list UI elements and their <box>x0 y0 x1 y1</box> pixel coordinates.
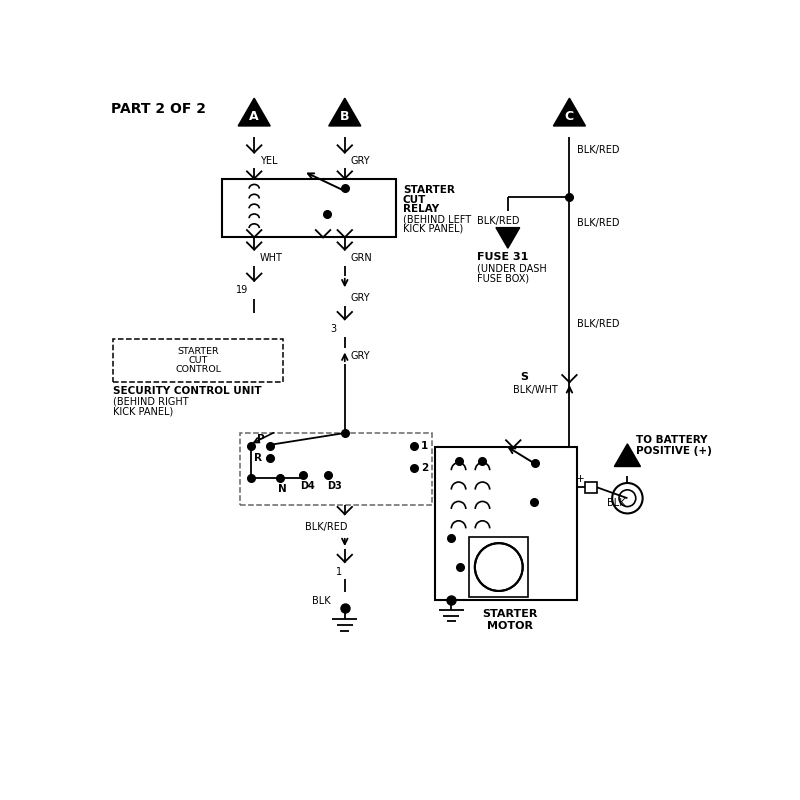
Text: GRY: GRY <box>350 156 370 166</box>
Text: BLK/RED: BLK/RED <box>478 216 520 226</box>
Text: C: C <box>565 110 574 123</box>
Polygon shape <box>329 98 361 126</box>
Text: SAFETY SWITCH: SAFETY SWITCH <box>439 456 534 466</box>
Text: FUSE 31: FUSE 31 <box>478 252 529 262</box>
Text: B: B <box>340 110 350 123</box>
Text: TO BATTERY: TO BATTERY <box>636 434 708 445</box>
Text: PART 2 OF 2: PART 2 OF 2 <box>110 102 206 116</box>
FancyBboxPatch shape <box>113 338 283 382</box>
Text: GRN: GRN <box>350 253 372 262</box>
Text: PARK NEUTRAL: PARK NEUTRAL <box>439 446 527 456</box>
Text: BLK: BLK <box>607 498 626 508</box>
Text: WHT: WHT <box>260 253 283 262</box>
Text: M: M <box>492 561 506 574</box>
Text: BLK/WHT: BLK/WHT <box>513 385 558 394</box>
Text: CUT: CUT <box>188 356 208 365</box>
Polygon shape <box>614 444 641 466</box>
Polygon shape <box>554 98 586 126</box>
Text: CUT: CUT <box>402 194 426 205</box>
Text: S: S <box>520 372 528 382</box>
Text: GRY: GRY <box>350 293 370 303</box>
Polygon shape <box>496 228 520 248</box>
Text: (UNDER DASH: (UNDER DASH <box>478 263 547 274</box>
Text: RELAY: RELAY <box>402 204 439 214</box>
Text: (AT BASE OF GEAR: (AT BASE OF GEAR <box>439 467 530 477</box>
Text: B+: B+ <box>570 474 585 484</box>
Text: easyautodiagnostics.com: easyautodiagnostics.com <box>305 486 515 503</box>
Text: MOTOR: MOTOR <box>486 621 533 630</box>
Text: P: P <box>257 434 265 444</box>
Bar <box>469 538 529 597</box>
Text: YEL: YEL <box>260 156 278 166</box>
Text: (BEHIND RIGHT: (BEHIND RIGHT <box>113 396 189 406</box>
Text: CONTROL: CONTROL <box>175 366 221 374</box>
Text: STARTER: STARTER <box>482 609 538 619</box>
Text: BLK: BLK <box>312 596 330 606</box>
Text: SELECTOR): SELECTOR) <box>439 478 494 487</box>
Text: A: A <box>250 110 259 123</box>
Text: KICK PANEL): KICK PANEL) <box>113 406 173 416</box>
Text: D3: D3 <box>326 481 342 491</box>
Text: (BEHIND LEFT: (BEHIND LEFT <box>402 214 471 224</box>
Text: BLK/RED: BLK/RED <box>577 319 619 330</box>
Text: R: R <box>254 454 262 463</box>
Text: BLK/RED: BLK/RED <box>577 146 619 155</box>
Text: GRY: GRY <box>350 351 370 361</box>
Text: BLK/RED: BLK/RED <box>305 522 347 532</box>
Text: BLK/RED: BLK/RED <box>577 218 619 228</box>
Text: KICK PANEL): KICK PANEL) <box>402 224 463 234</box>
Bar <box>222 179 395 238</box>
Text: STARTER: STARTER <box>402 186 454 195</box>
FancyBboxPatch shape <box>240 433 432 506</box>
Text: 1: 1 <box>336 567 342 577</box>
Text: N: N <box>278 484 287 494</box>
Bar <box>435 447 577 600</box>
Text: 1: 1 <box>421 441 428 451</box>
Polygon shape <box>238 98 270 126</box>
Text: 3: 3 <box>330 324 336 334</box>
Text: D4: D4 <box>301 481 315 491</box>
Text: 19: 19 <box>236 286 248 295</box>
Bar <box>586 482 597 493</box>
Text: POSITIVE (+): POSITIVE (+) <box>636 446 712 456</box>
Text: STARTER: STARTER <box>178 346 219 355</box>
Text: 2: 2 <box>421 462 428 473</box>
Text: SECURITY CONTROL UNIT: SECURITY CONTROL UNIT <box>113 386 262 396</box>
Text: FUSE BOX): FUSE BOX) <box>478 274 530 284</box>
